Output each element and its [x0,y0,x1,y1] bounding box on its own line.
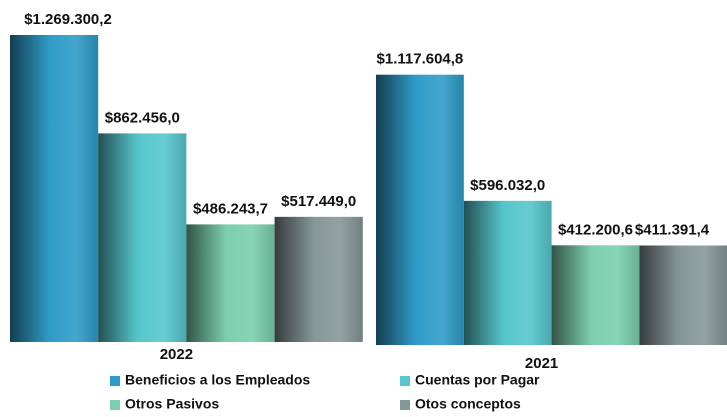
data-label: $596.032,0 [470,177,545,194]
bar [274,216,363,342]
bar [639,245,727,345]
legend-swatch [110,376,120,386]
legend-swatch [400,400,410,410]
data-label: $411.391,4 [635,221,710,238]
bar [186,224,275,342]
data-label: $1.269.300,2 [24,11,112,28]
legend-swatch [400,376,410,386]
bar [551,245,640,345]
legend-label: Cuentas por Pagar [415,372,540,388]
x-tick-label: 2021 [525,355,558,372]
legend-swatch [110,400,120,410]
legend-label: Beneficios a los Empleados [125,372,310,388]
legend-label: Otos conceptos [415,396,521,412]
bar [376,74,464,346]
data-label: $486.243,7 [193,200,268,217]
data-label: $412.200,6 [558,221,633,238]
data-label: $862.456,0 [105,109,180,126]
data-label: $517.449,0 [281,193,356,210]
legend-label: Otros Pasivos [125,396,219,412]
bar [463,200,552,345]
bar [98,133,187,342]
data-label: $1.117.604,8 [377,51,464,68]
x-tick-label: 2022 [160,346,193,363]
bar [10,35,99,342]
